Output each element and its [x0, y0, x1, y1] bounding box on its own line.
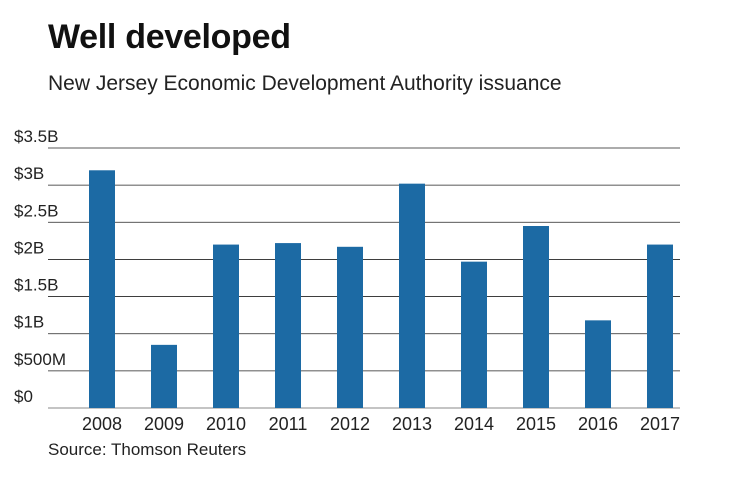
bar-2013 [399, 183, 425, 408]
source-note: Source: Thomson Reuters [48, 440, 247, 459]
x-tick-label-2010: 2010 [206, 414, 246, 434]
x-tick-label-2009: 2009 [144, 414, 184, 434]
x-axis-labels: 2008 2009 2010 2011 2012 2013 2014 2015 2016 2017 [82, 414, 680, 434]
bar-2008 [89, 170, 115, 408]
bar-2012 [337, 246, 363, 408]
y-axis-labels: $0 $500M $1B $1.5B $2B $2.5B $3B $3.5B [14, 127, 66, 406]
y-tick-label: $1.5B [14, 276, 58, 295]
x-tick-label-2012: 2012 [330, 414, 370, 434]
y-tick-label: $1B [14, 313, 44, 332]
x-tick-label-2008: 2008 [82, 414, 122, 434]
x-tick-label-2011: 2011 [269, 414, 308, 434]
bar-2016 [585, 320, 611, 408]
x-tick-label-2016: 2016 [578, 414, 618, 434]
y-tick-label: $500M [14, 350, 66, 369]
bars [89, 170, 673, 408]
chart-title: Well developed [48, 18, 291, 56]
bar-2014 [461, 261, 487, 408]
y-tick-label: $0 [14, 387, 33, 406]
bar-2011 [275, 243, 301, 408]
chart-subtitle: New Jersey Economic Development Authorit… [48, 72, 562, 95]
bar-2009 [151, 344, 177, 408]
bar-2017 [647, 244, 673, 408]
grid-lines [48, 147, 680, 409]
y-tick-label: $2B [14, 238, 44, 257]
y-tick-label: $3B [14, 164, 44, 183]
y-tick-label: $3.5B [14, 127, 58, 146]
x-tick-label-2014: 2014 [454, 414, 494, 434]
x-tick-label-2013: 2013 [392, 414, 432, 434]
y-tick-label: $2.5B [14, 201, 58, 220]
x-tick-label-2017: 2017 [640, 414, 680, 434]
x-tick-label-2015: 2015 [516, 414, 556, 434]
bar-2010 [213, 244, 239, 408]
bar-2015 [523, 226, 549, 408]
